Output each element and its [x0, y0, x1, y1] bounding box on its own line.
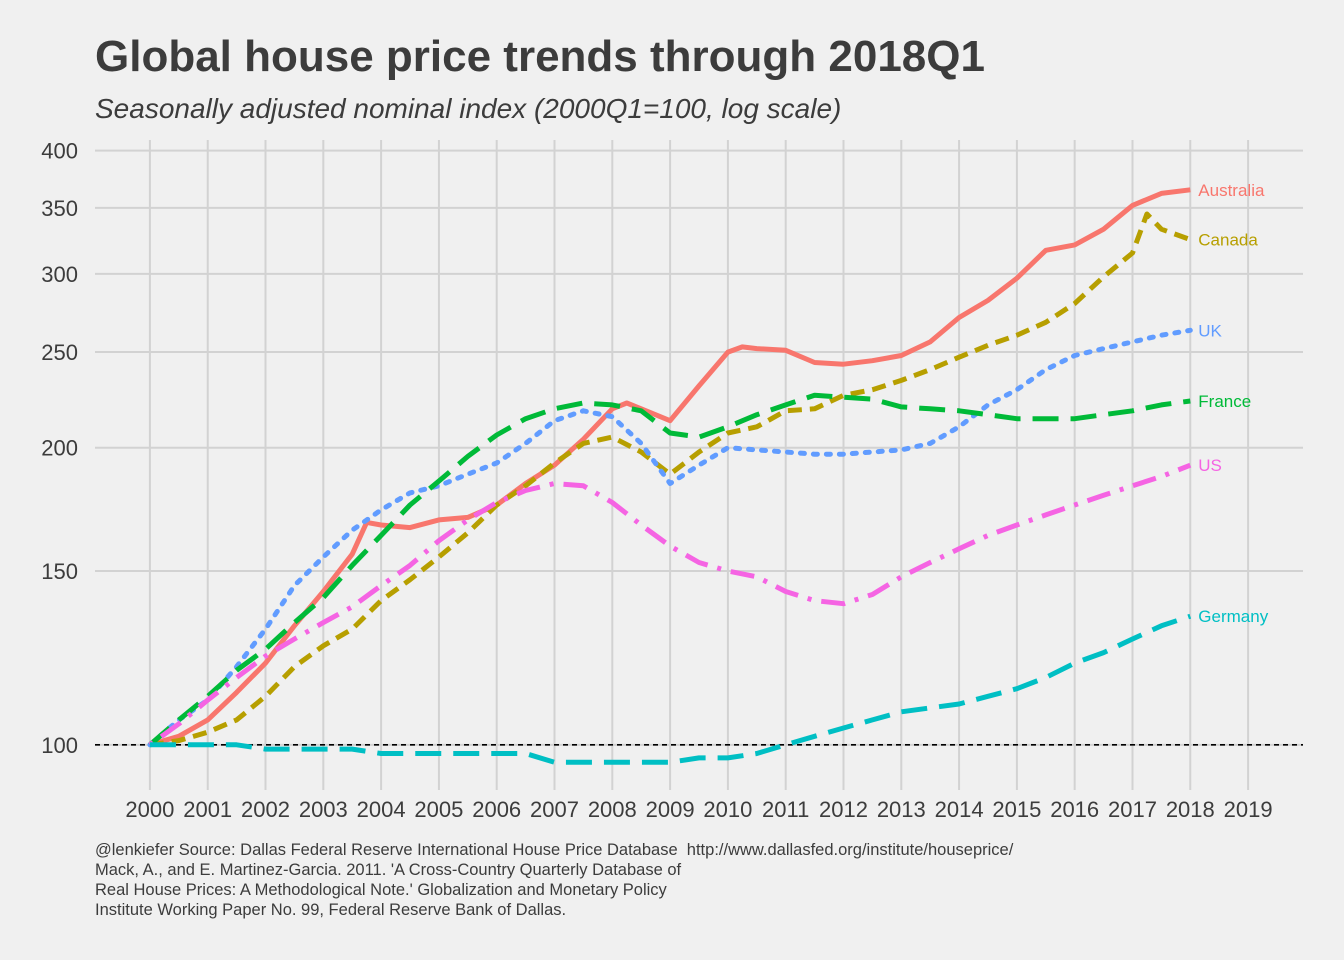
x-tick-label: 2005 [414, 797, 463, 822]
x-tick-label: 2004 [357, 797, 406, 822]
series-label-us: US [1198, 456, 1222, 475]
caption-line: Real House Prices: A Methodological Note… [95, 881, 667, 899]
x-tick-label: 2002 [241, 797, 290, 822]
y-tick-label: 300 [41, 262, 78, 287]
source-caption: @lenkiefer Source: Dallas Federal Reserv… [95, 840, 1013, 920]
x-tick-label: 2016 [1050, 797, 1099, 822]
x-tick-label: 2018 [1166, 797, 1215, 822]
series-label-france: France [1198, 392, 1251, 411]
series-label-canada: Canada [1198, 231, 1258, 250]
series-line-germany [149, 613, 1192, 765]
x-tick-label: 2015 [992, 797, 1041, 822]
series-label-germany: Germany [1198, 607, 1268, 626]
x-tick-label: 2003 [299, 797, 348, 822]
y-tick-label: 200 [41, 436, 78, 461]
x-tick-label: 2011 [762, 797, 809, 822]
caption-line: Institute Working Paper No. 99, Federal … [95, 901, 567, 919]
y-tick-label: 400 [41, 139, 78, 164]
series-label-australia: Australia [1198, 181, 1265, 200]
series-line-australia [149, 187, 1191, 748]
series-line-uk [147, 327, 1193, 748]
x-tick-label: 2012 [819, 797, 868, 822]
series-label-uk: UK [1198, 321, 1222, 340]
y-tick-label: 350 [41, 196, 78, 221]
y-tick-label: 150 [41, 559, 78, 584]
series-line-france [148, 392, 1191, 747]
x-tick-label: 2008 [588, 797, 637, 822]
x-tick-label: 2019 [1224, 797, 1273, 822]
x-tick-label: 2007 [530, 797, 579, 822]
caption-line: @lenkiefer Source: Dallas Federal Reserv… [95, 841, 1014, 859]
x-tick-label: 2017 [1108, 797, 1157, 822]
y-tick-label: 250 [41, 340, 78, 365]
chart-subtitle: Seasonally adjusted nominal index (2000Q… [95, 93, 842, 124]
x-tick-label: 2006 [472, 797, 521, 822]
x-tick-label: 2013 [877, 797, 926, 822]
x-tick-label: 2000 [125, 797, 174, 822]
y-tick-label: 100 [41, 733, 78, 758]
series-line-us [148, 462, 1192, 747]
caption-line: Mack, A., and E. Martinez-Garcia. 2011. … [95, 861, 682, 879]
x-tick-label: 2014 [935, 797, 984, 822]
chart-title: Global house price trends through 2018Q1 [95, 32, 985, 81]
x-tick-label: 2001 [183, 797, 232, 822]
series-line-canada [149, 211, 1192, 748]
x-tick-label: 2009 [646, 797, 695, 822]
x-tick-label: 2010 [703, 797, 752, 822]
